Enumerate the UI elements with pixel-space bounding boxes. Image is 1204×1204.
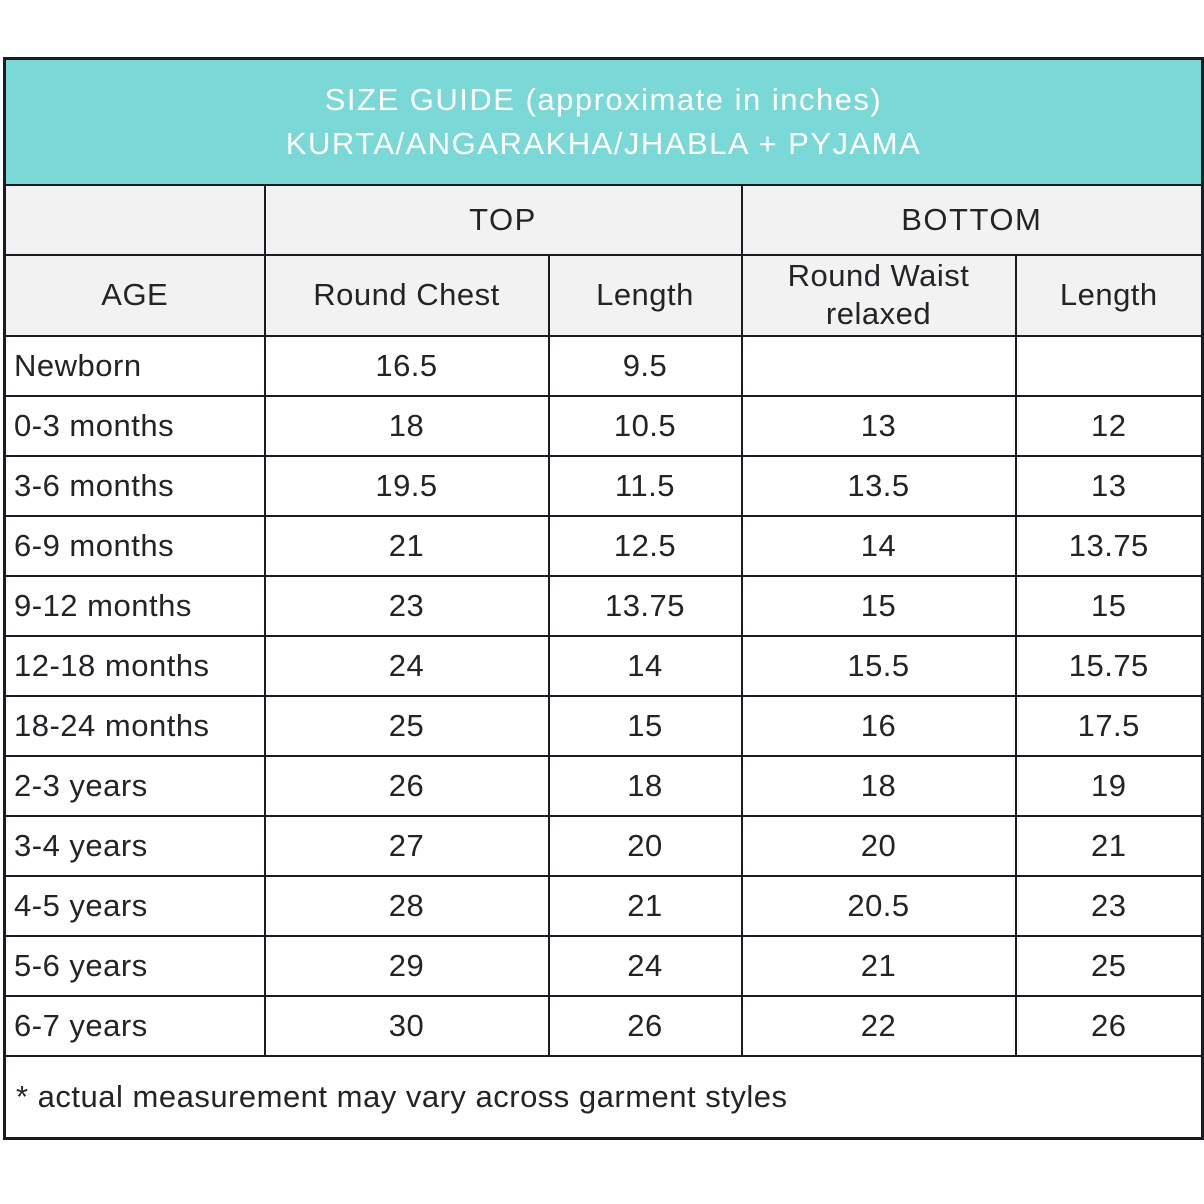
group-header-top: TOP: [263, 183, 743, 256]
top-length-cell: 11.5: [547, 455, 743, 517]
top-length-cell: 24: [547, 935, 743, 997]
size-table-body: Newborn 16.5 9.5 0-3 months 18 10.5 13 12 3-6 mo…: [3, 335, 1204, 1057]
round-waist-cell: 20: [740, 815, 1017, 877]
column-header-age: AGE: [3, 253, 266, 337]
table-row: Newborn 16.5 9.5: [3, 335, 1204, 397]
round-chest-cell: 16.5: [263, 335, 550, 397]
top-length-cell: 10.5: [547, 395, 743, 457]
column-header-row: AGE Round Chest Length Round Waist relax…: [3, 253, 1204, 337]
age-cell: 2-3 years: [3, 755, 266, 817]
top-length-cell: 26: [547, 995, 743, 1057]
bottom-length-cell: 13: [1014, 455, 1204, 517]
round-waist-cell: 15.5: [740, 635, 1017, 697]
round-chest-cell: 21: [263, 515, 550, 577]
age-cell: 18-24 months: [3, 695, 266, 757]
age-cell: 3-4 years: [3, 815, 266, 877]
group-header-empty: [3, 183, 266, 256]
round-waist-cell: 21: [740, 935, 1017, 997]
size-guide-footer: * actual measurement may vary across gar…: [3, 1055, 1204, 1139]
top-length-cell: 18: [547, 755, 743, 817]
round-waist-cell: 15: [740, 575, 1017, 637]
round-chest-cell: 24: [263, 635, 550, 697]
top-length-cell: 13.75: [547, 575, 743, 637]
column-header-round-waist: Round Waist relaxed: [740, 253, 1017, 337]
bottom-length-cell: 19: [1014, 755, 1204, 817]
bottom-length-cell: 25: [1014, 935, 1204, 997]
footnote: * actual measurement may vary across gar…: [3, 1055, 1204, 1139]
bottom-length-cell: 15: [1014, 575, 1204, 637]
table-row: 12-18 months 24 14 15.5 15.75: [3, 635, 1204, 697]
table-row: 6-7 years 30 26 22 26: [3, 995, 1204, 1057]
bottom-length-cell: 26: [1014, 995, 1204, 1057]
group-header-row: TOP BOTTOM: [3, 183, 1204, 256]
round-chest-cell: 30: [263, 995, 550, 1057]
age-cell: 6-7 years: [3, 995, 266, 1057]
table-row: 6-9 months 21 12.5 14 13.75: [3, 515, 1204, 577]
round-chest-cell: 29: [263, 935, 550, 997]
column-header-round-chest: Round Chest: [263, 253, 550, 337]
bottom-length-cell: 15.75: [1014, 635, 1204, 697]
round-chest-cell: 27: [263, 815, 550, 877]
column-header-bottom-length: Length: [1014, 253, 1204, 337]
table-row: 18-24 months 25 15 16 17.5: [3, 695, 1204, 757]
bottom-length-cell: 23: [1014, 875, 1204, 937]
table-row: 3-6 months 19.5 11.5 13.5 13: [3, 455, 1204, 517]
age-cell: 4-5 years: [3, 875, 266, 937]
bottom-length-cell: 17.5: [1014, 695, 1204, 757]
round-chest-cell: 19.5: [263, 455, 550, 517]
round-chest-cell: 18: [263, 395, 550, 457]
age-cell: 9-12 months: [3, 575, 266, 637]
table-row: 9-12 months 23 13.75 15 15: [3, 575, 1204, 637]
top-length-cell: 20: [547, 815, 743, 877]
table-row: 0-3 months 18 10.5 13 12: [3, 395, 1204, 457]
table-row: 4-5 years 28 21 20.5 23: [3, 875, 1204, 937]
title-line-2: KURTA/ANGARAKHA/JHABLA + PYJAMA: [285, 125, 922, 161]
round-chest-cell: 28: [263, 875, 550, 937]
round-waist-cell: 13: [740, 395, 1017, 457]
size-guide-table: SIZE GUIDE (approximate in inches) KURTA…: [3, 57, 1204, 1140]
banner-row: SIZE GUIDE (approximate in inches) KURTA…: [3, 57, 1204, 186]
table-row: 2-3 years 26 18 18 19: [3, 755, 1204, 817]
round-chest-cell: 25: [263, 695, 550, 757]
age-cell: 12-18 months: [3, 635, 266, 697]
round-waist-cell: 18: [740, 755, 1017, 817]
title-line-1: SIZE GUIDE (approximate in inches): [324, 82, 883, 118]
top-length-cell: 21: [547, 875, 743, 937]
table-row: 5-6 years 29 24 21 25: [3, 935, 1204, 997]
age-cell: 5-6 years: [3, 935, 266, 997]
age-cell: Newborn: [3, 335, 266, 397]
bottom-length-cell: 13.75: [1014, 515, 1204, 577]
bottom-length-cell: 21: [1014, 815, 1204, 877]
size-guide-header: SIZE GUIDE (approximate in inches) KURTA…: [3, 57, 1204, 337]
bottom-length-cell: [1014, 335, 1204, 397]
round-waist-cell: 13.5: [740, 455, 1017, 517]
age-cell: 6-9 months: [3, 515, 266, 577]
top-length-cell: 15: [547, 695, 743, 757]
age-cell: 0-3 months: [3, 395, 266, 457]
round-chest-cell: 26: [263, 755, 550, 817]
age-cell: 3-6 months: [3, 455, 266, 517]
round-waist-cell: [740, 335, 1017, 397]
round-waist-cell: 20.5: [740, 875, 1017, 937]
bottom-length-cell: 12: [1014, 395, 1204, 457]
footnote-row: * actual measurement may vary across gar…: [3, 1055, 1204, 1139]
round-waist-cell: 22: [740, 995, 1017, 1057]
group-header-bottom: BOTTOM: [740, 183, 1204, 256]
top-length-cell: 14: [547, 635, 743, 697]
top-length-cell: 12.5: [547, 515, 743, 577]
table-row: 3-4 years 27 20 20 21: [3, 815, 1204, 877]
round-waist-cell: 14: [740, 515, 1017, 577]
size-guide-title: SIZE GUIDE (approximate in inches) KURTA…: [3, 57, 1204, 186]
round-chest-cell: 23: [263, 575, 550, 637]
column-header-top-length: Length: [547, 253, 743, 337]
top-length-cell: 9.5: [547, 335, 743, 397]
round-waist-cell: 16: [740, 695, 1017, 757]
